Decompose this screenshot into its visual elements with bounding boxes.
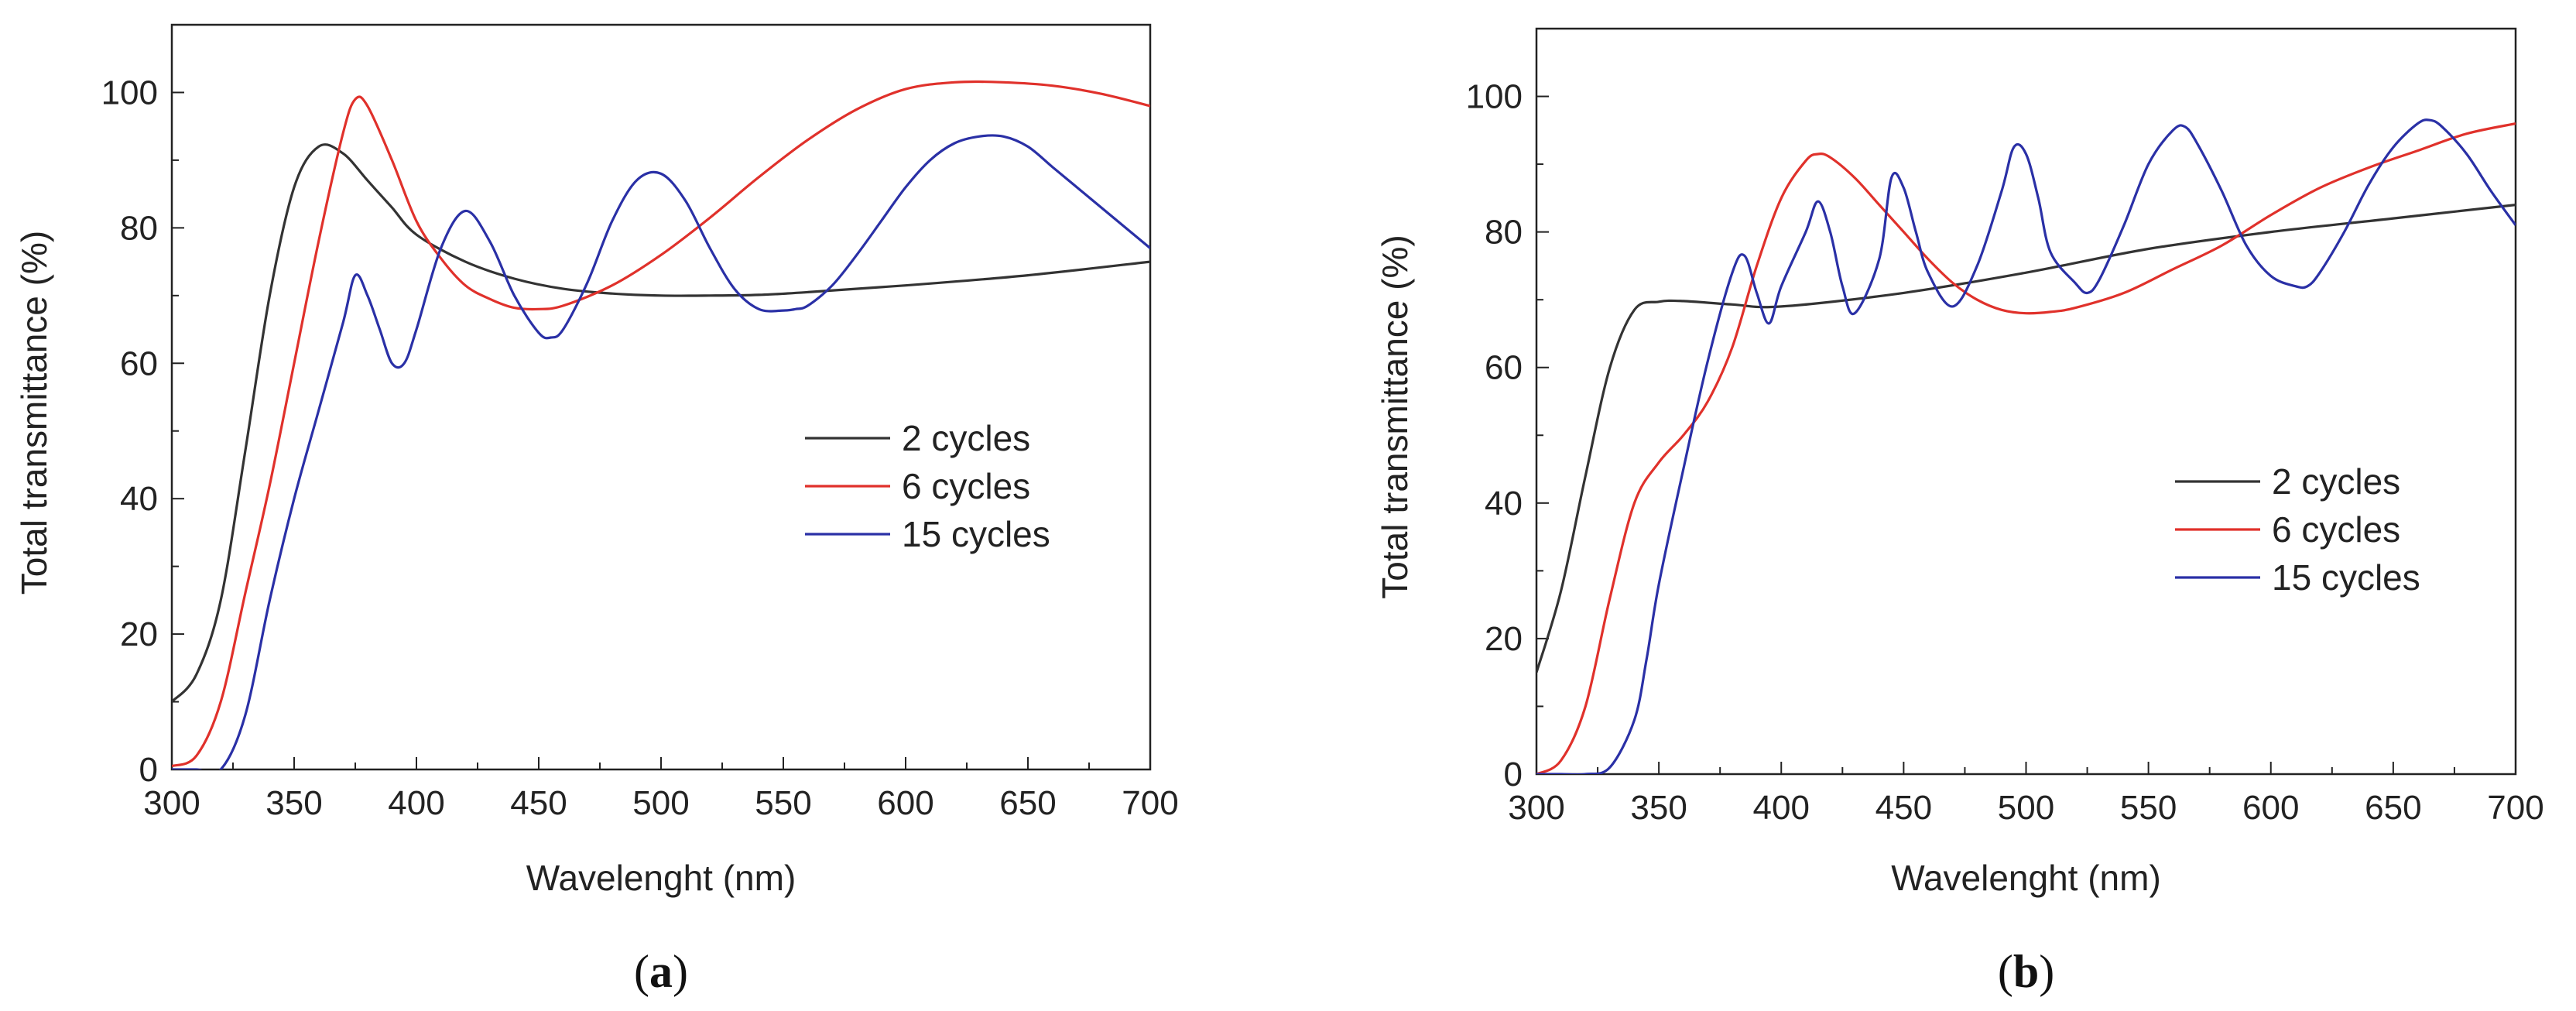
x-tick-label: 300 [143,784,200,822]
y-tick-label: 40 [120,480,158,518]
x-tick-label: 650 [2365,789,2421,827]
y-tick-label: 100 [1466,78,1523,116]
x-tick-label: 600 [2242,789,2299,827]
x-tick-label: 700 [2487,789,2543,827]
x-tick-label: 350 [265,784,322,822]
chart-panel-a: 300 350 400 450 500 550 600 650 700 0 20 40 60 80 100 W… [14,23,1179,997]
x-axis-title: Wavelenght (nm) [526,858,796,898]
y-axis-title: Total transmittance (%) [1375,235,1415,598]
series-line-15-cycles [1536,118,2516,774]
x-tick-label: 400 [1753,789,1810,827]
y-tick-label: 80 [120,209,158,247]
x-axis-title: Wavelenght (nm) [1891,858,2161,898]
series-line-6-cycles [1536,122,2516,774]
y-tick-label: 20 [120,615,158,653]
legend-label: 2 cycles [902,418,1030,458]
x-tick-label: 300 [1508,789,1564,827]
x-tick-label: 700 [1122,784,1178,822]
y-axis-title: Total transmittance (%) [14,231,54,595]
x-tick-label: 450 [1875,789,1932,827]
x-tick-label: 550 [755,784,811,822]
y-tick-label: 20 [1485,620,1523,658]
series-line-2-cycles [1536,204,2516,673]
chart-panel-b: 300 350 400 450 500 550 600 650 700 0 20 40 60 80 100 W… [1375,27,2544,997]
x-tick-label: 350 [1630,789,1687,827]
y-tick-label: 0 [1504,756,1523,793]
x-tick-label: 450 [510,784,567,822]
panel-label: (a) [634,946,688,997]
x-tick-label: 550 [2120,789,2177,827]
legend-label: 15 cycles [902,514,1050,554]
series-line-6-cycles [172,80,1150,768]
panel-label: (b) [1998,946,2054,997]
legend-label: 6 cycles [2272,509,2400,550]
x-tick-label: 500 [632,784,689,822]
series-line-15-cycles [172,134,1150,769]
x-tick-label: 600 [877,784,933,822]
x-tick-label: 400 [388,784,444,822]
legend-label: 6 cycles [902,466,1030,506]
y-tick-label: 60 [1485,349,1523,387]
y-tick-label: 100 [101,74,158,111]
legend-label: 15 cycles [2272,557,2420,598]
plot-frame [1535,27,2517,776]
y-tick-label: 60 [120,344,158,382]
y-tick-label: 80 [1485,214,1523,252]
legend-label: 2 cycles [2272,461,2400,502]
x-tick-label: 650 [999,784,1056,822]
y-tick-label: 0 [139,751,158,789]
x-tick-label: 500 [1998,789,2054,827]
y-tick-label: 40 [1485,485,1523,523]
